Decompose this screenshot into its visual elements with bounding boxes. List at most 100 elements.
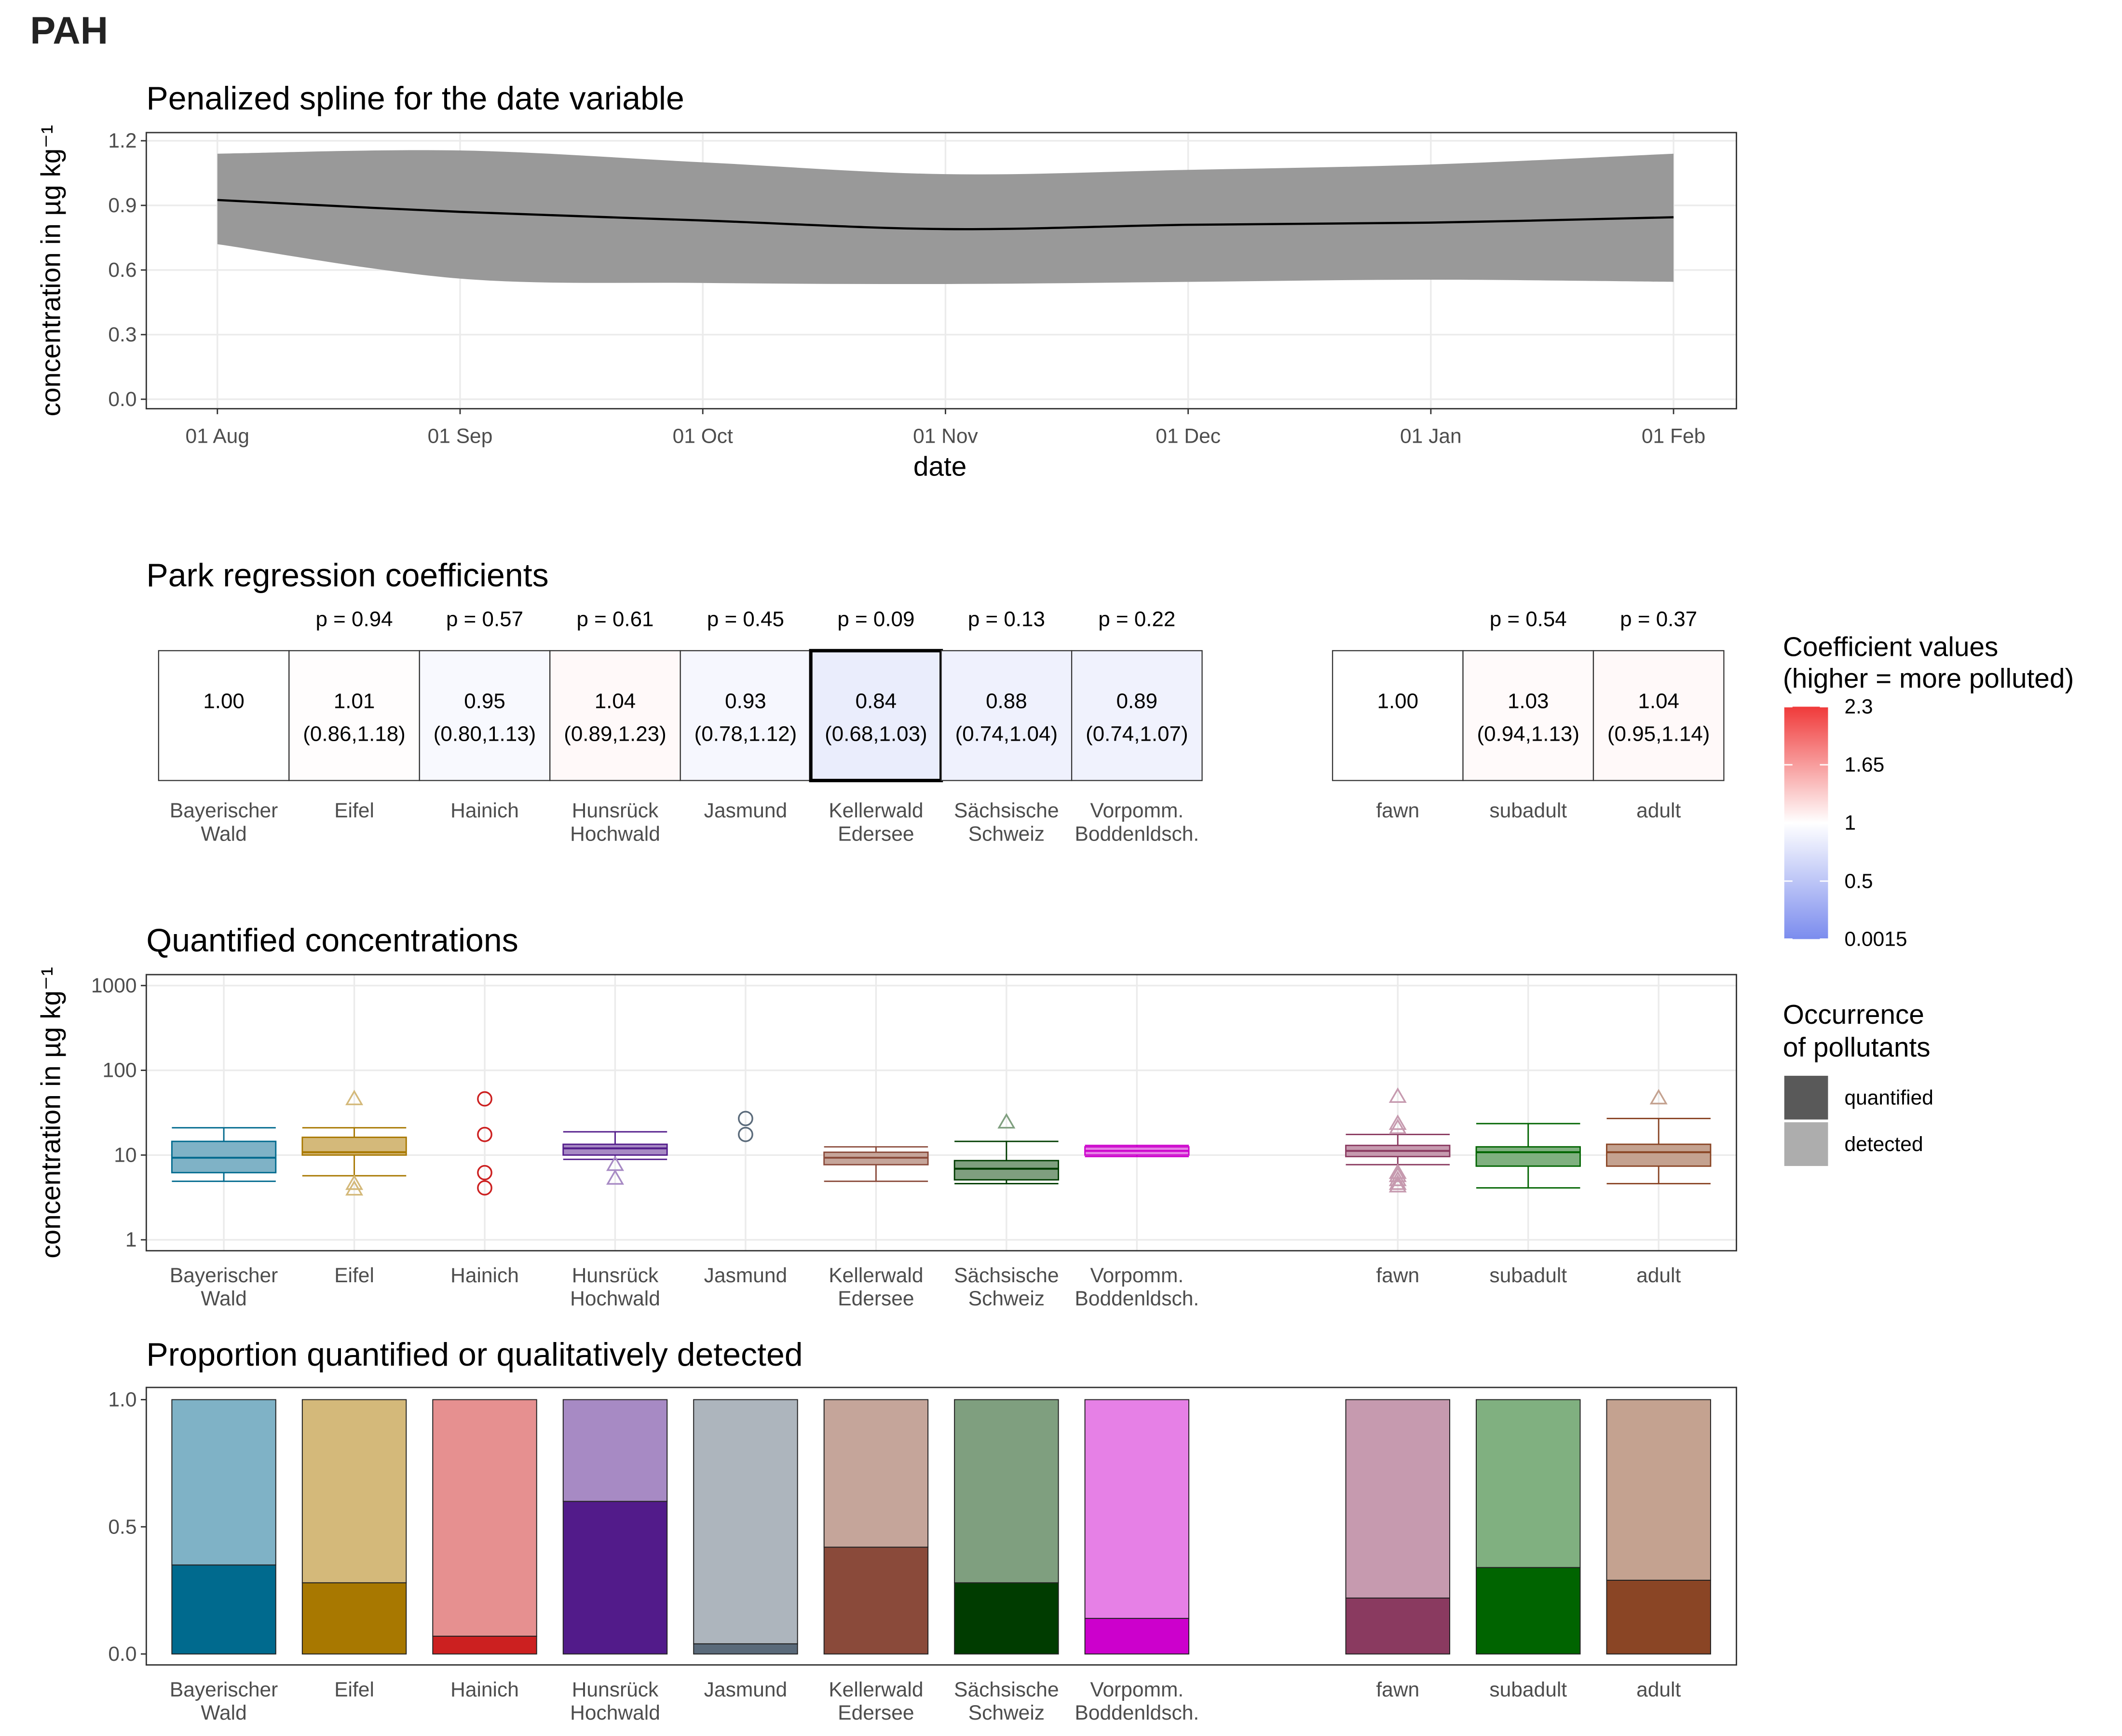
coefficient-tile (1462, 650, 1594, 781)
ci-label: (0.68,1.03) (825, 722, 927, 746)
coefficient-tile (419, 650, 551, 781)
coefficient-tile (1332, 650, 1464, 781)
x-tick-label: Jasmund (704, 1264, 788, 1287)
x-tick-label: Hainich (450, 1264, 519, 1287)
outlier (1388, 1114, 1407, 1130)
bar-segment (171, 1564, 276, 1655)
coefficient-tile (1071, 650, 1203, 781)
x-tick-label: subadult (1489, 1679, 1567, 1701)
outlier (1388, 1166, 1407, 1182)
panel-border (145, 1386, 1737, 1666)
panel-border (145, 974, 1737, 1252)
ci-label: (0.74,1.07) (1086, 722, 1188, 746)
panel-border (145, 132, 1737, 409)
coefficient-label: 1.00 (203, 689, 245, 713)
x-tick-label: adult (1636, 1679, 1681, 1701)
x-tick-label: Jasmund (704, 800, 788, 822)
coefficient-tile (288, 650, 420, 781)
y-tick-label: 0.5 (108, 1516, 136, 1538)
ci-label: (0.86,1.18) (303, 722, 406, 746)
x-tick-label: Vorpomm. Boddenldsch. (1075, 800, 1199, 845)
y-tick-label: 0.9 (108, 194, 136, 217)
outlier (477, 1091, 492, 1107)
x-tick-label: adult (1636, 1264, 1681, 1287)
bar-segment (693, 1643, 798, 1655)
coefficient-label: 1.03 (1508, 689, 1549, 713)
p-value-label: p = 0.54 (1490, 607, 1567, 631)
x-tick-label: Jasmund (704, 1679, 788, 1701)
panel-title: Park regression coefficients (146, 557, 548, 594)
panel-title: Quantified concentrations (146, 922, 518, 959)
bar-segment (562, 1399, 668, 1502)
bar-segment (954, 1582, 1059, 1655)
p-value-label: p = 0.61 (576, 607, 653, 631)
ci-label: (0.94,1.13) (1477, 722, 1579, 746)
x-tick-label: adult (1636, 800, 1681, 822)
y-tick-label: 0.0 (108, 388, 136, 411)
bar-segment (301, 1399, 407, 1584)
outlier (1388, 1174, 1407, 1190)
box (953, 1160, 1060, 1181)
coefficient-tile (1592, 650, 1725, 781)
x-tick-label: fawn (1376, 1264, 1419, 1287)
x-tick-label: 01 Feb (1642, 425, 1705, 448)
x-tick-label: Hainich (450, 800, 519, 822)
outlier (345, 1174, 364, 1190)
outlier (997, 1113, 1016, 1129)
box (1475, 1146, 1581, 1167)
coefficient-tile (680, 650, 812, 781)
box (562, 1143, 668, 1156)
outlier (477, 1126, 492, 1142)
coefficient-label: 1.04 (1638, 689, 1679, 713)
bar-segment (171, 1399, 276, 1566)
colorbar-tick-label: 1 (1844, 812, 1856, 835)
outlier (606, 1169, 625, 1185)
x-tick-label: 01 Oct (673, 425, 733, 448)
coefficient-tile (809, 649, 943, 783)
bar-segment (1606, 1399, 1711, 1581)
legend-label: quantified (1844, 1086, 1933, 1109)
page-title: PAH (30, 9, 108, 52)
ci-label: (0.78,1.12) (694, 722, 797, 746)
x-tick-label: 01 Jan (1400, 425, 1462, 448)
bar-segment (1606, 1579, 1711, 1655)
outlier (1649, 1089, 1668, 1105)
y-tick-label: 1 (125, 1229, 137, 1251)
coefficient-label: 0.84 (856, 689, 897, 713)
coefficient-label: 0.89 (1116, 689, 1158, 713)
panel-background (146, 975, 1737, 1251)
legend-key (1784, 1075, 1828, 1120)
x-tick-label: subadult (1489, 1264, 1567, 1287)
outlier (477, 1180, 492, 1196)
colorbar-tick-label: 1.65 (1844, 754, 1884, 776)
legend-title: Coefficient values (higher = more pollute… (1783, 632, 2074, 694)
ci-label: (0.95,1.14) (1607, 722, 1710, 746)
x-tick-label: 01 Aug (186, 425, 249, 448)
legend-label: detected (1844, 1133, 1923, 1156)
panel-title: Proportion quantified or qualitatively d… (146, 1336, 803, 1373)
outlier (345, 1180, 364, 1196)
coefficient-tile (549, 650, 681, 781)
bar-segment (1084, 1399, 1190, 1619)
bar-segment (1345, 1399, 1450, 1599)
bar-segment (432, 1636, 537, 1655)
outlier (1388, 1170, 1407, 1186)
x-tick-label: Eifel (334, 1679, 374, 1701)
coefficient-label: 1.01 (334, 689, 375, 713)
panel-background (146, 1387, 1737, 1665)
y-tick-label: 0.6 (108, 259, 136, 282)
x-tick-label: Bayerischer Wald (170, 1264, 278, 1310)
coefficient-tile (158, 650, 290, 781)
p-value-label: p = 0.57 (446, 607, 523, 631)
confidence-band (217, 150, 1674, 285)
p-value-label: p = 0.37 (1620, 607, 1697, 631)
p-value-label: p = 0.94 (316, 607, 393, 631)
ci-label: (0.89,1.23) (564, 722, 667, 746)
bar-segment (823, 1399, 929, 1548)
legend-title: Occurrence of pollutants (1783, 1000, 1931, 1063)
y-axis-label: concentration in µg kg⁻¹ (36, 125, 67, 417)
colorbar-tick-label: 0.5 (1844, 870, 1873, 893)
x-tick-label: Vorpomm. Boddenldsch. (1075, 1264, 1199, 1310)
